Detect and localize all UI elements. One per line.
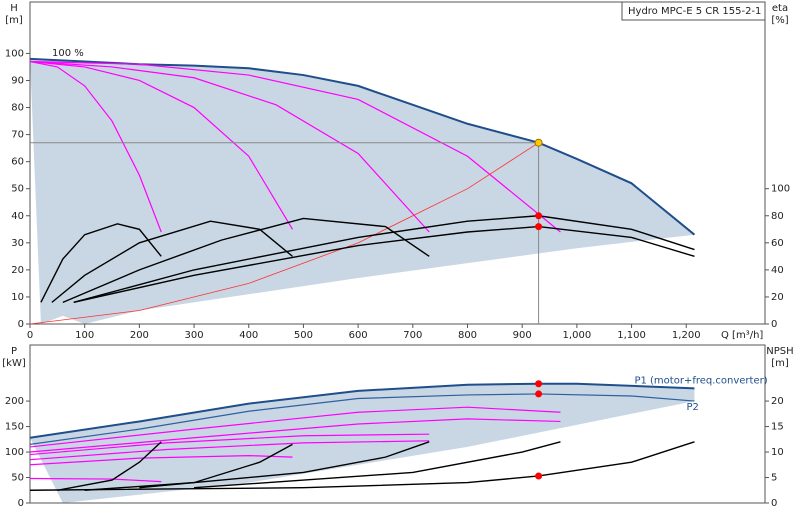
series-label: P1 (motor+freq.converter) [634,375,767,386]
y-axis-label: H [10,3,18,14]
operating-range [30,383,695,503]
y2-axis-label: NPSH [766,346,793,357]
curve [29,433,430,456]
x-tick-label: 0 [27,330,33,341]
x-tick-label: 500 [294,330,313,341]
curve [62,217,430,303]
curve [29,440,430,461]
y2-tick-label: 80 [771,211,784,222]
plot-area: 0 50 100 150 200 0 5 10 15 20 [5,344,784,509]
y2-tick-label: 60 [771,238,784,249]
y2-axis-unit: [%] [771,15,788,26]
curve [29,60,430,233]
x-tick-label: 200 [130,330,149,341]
duty-point [535,212,543,220]
curve [29,60,561,233]
x-tick-label: 300 [185,330,204,341]
duty-point [535,223,543,231]
y2-tick-label: 15 [771,422,784,433]
y-tick-label: 100 [5,447,24,458]
y2-axis-label: eta [772,3,788,14]
y-tick-label: 60 [11,157,24,168]
curve [29,382,695,439]
operating-range [30,58,695,325]
duty-point [535,390,543,398]
y-axis-unit: [m] [5,15,23,26]
y-tick-label: 90 [11,75,24,86]
curve [139,441,430,489]
y-tick-label: 20 [11,265,24,276]
legend-box [621,1,766,21]
y-tick-label: 150 [5,422,24,433]
curve [29,393,695,445]
x-tick-label: 700 [403,330,422,341]
x-axis-label: Q [m³/h] [721,330,763,341]
curve [51,220,293,303]
curve [57,441,162,491]
curve [29,60,162,233]
duty-point [535,380,543,388]
y2-tick-label: 20 [771,396,784,407]
x-tick-label: 1,000 [563,330,592,341]
curve [29,406,561,448]
curve [29,60,294,230]
y-axis-label: P [11,346,17,357]
x-tick-label: 100 [75,330,94,341]
curve [84,443,293,491]
curve [29,418,561,453]
y-tick-label: 10 [11,292,24,303]
y-tick-label: 0 [18,319,24,330]
curve [29,142,539,325]
y-axis-unit: [kW] [2,358,26,369]
y2-tick-label: 0 [771,319,777,330]
y-tick-label: 50 [11,473,24,484]
curve [73,215,695,304]
plot-frame [29,344,766,504]
curve-annotation: 100 % [52,48,84,59]
y-tick-label: 200 [5,396,24,407]
y2-tick-label: 100 [771,184,790,195]
y-tick-label: 50 [11,184,24,195]
y2-tick-label: 10 [771,447,784,458]
x-tick-label: 1,100 [617,330,646,341]
plot-area: 0 10 20 30 40 50 60 70 80 90 100 0 20 40 60 80 100 0 100 20… [5,1,790,341]
y-tick-label: 80 [11,103,24,114]
curve [29,441,695,491]
curve [194,441,561,489]
x-tick-label: 1,200 [672,330,701,341]
series-label: P2 [686,402,698,413]
y2-tick-label: 5 [771,473,777,484]
curve [40,223,162,303]
duty-point [534,138,543,147]
plot-frame [29,1,766,325]
y2-tick-label: 0 [771,498,777,509]
curve [73,225,695,304]
curve [29,477,162,483]
y2-tick-label: 40 [771,265,784,276]
x-tick-label: 800 [458,330,477,341]
x-tick-label: 900 [513,330,532,341]
y2-axis-unit: [m] [771,358,789,369]
legend-text: Hydro MPC-E 5 CR 155-2-1 [628,6,761,17]
y-tick-label: 30 [11,238,24,249]
x-tick-label: 600 [349,330,368,341]
y-tick-label: 100 [5,48,24,59]
y2-tick-label: 20 [771,292,784,303]
duty-point [535,472,543,480]
y-tick-label: 40 [11,211,24,222]
y-tick-label: 70 [11,130,24,141]
x-tick-label: 400 [239,330,258,341]
y-tick-label: 0 [18,498,24,509]
